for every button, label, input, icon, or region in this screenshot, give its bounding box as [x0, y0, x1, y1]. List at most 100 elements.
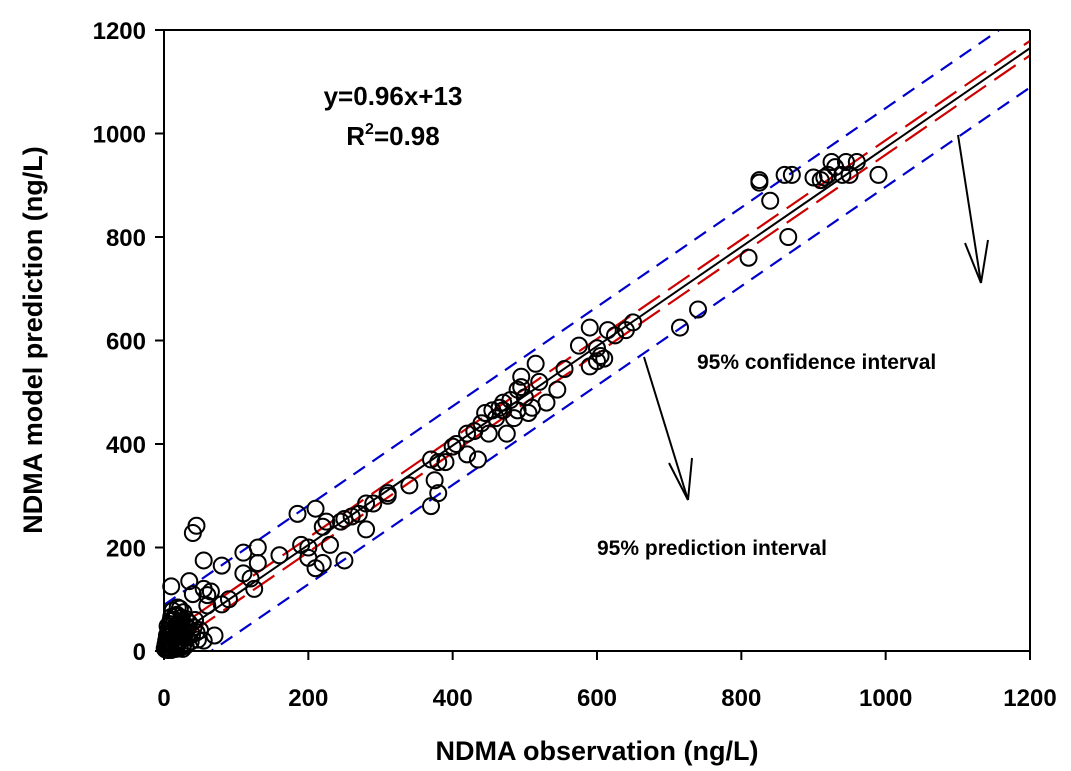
data-point	[162, 577, 181, 596]
y-axis-title: NDMA model prediction (ng/L)	[18, 146, 48, 533]
data-point	[624, 313, 643, 332]
data-point	[512, 367, 531, 386]
confidence-interval-label: 95% confidence interval	[697, 351, 936, 374]
data-point	[519, 403, 538, 422]
data-point	[458, 445, 477, 464]
data-point	[429, 484, 448, 503]
y-tick-label: 800	[106, 225, 146, 252]
data-point	[342, 507, 361, 526]
prediction-interval-label: 95% prediction interval	[597, 537, 827, 560]
data-point	[317, 512, 336, 531]
x-tick-label: 600	[577, 685, 617, 712]
data-point	[595, 349, 614, 368]
x-tick-label: 800	[721, 685, 761, 712]
data-point	[335, 551, 354, 570]
x-tick-label: 400	[433, 685, 473, 712]
data-point	[497, 424, 516, 443]
data-point	[526, 354, 545, 373]
data-point	[425, 471, 444, 490]
y-tick-label: 1200	[93, 18, 146, 45]
data-point	[836, 152, 855, 171]
data-point	[775, 165, 794, 184]
data-point	[270, 546, 289, 565]
data-point	[815, 168, 834, 187]
data-point	[782, 165, 801, 184]
data-point	[201, 582, 220, 601]
data-point	[248, 554, 267, 573]
data-point	[588, 352, 606, 371]
data-point	[750, 173, 769, 192]
y-tick-label: 200	[106, 536, 146, 563]
data-point	[468, 450, 487, 469]
data-point	[248, 538, 267, 557]
data-point	[212, 556, 231, 575]
data-point	[299, 538, 318, 557]
data-point	[194, 631, 213, 650]
data-point	[537, 393, 556, 412]
data-point	[320, 535, 339, 554]
x-tick-label: 1200	[1003, 685, 1056, 712]
data-point	[670, 318, 689, 337]
data-point	[183, 585, 202, 604]
data-point	[591, 347, 610, 366]
data-point	[548, 380, 567, 399]
data-point	[241, 569, 260, 588]
data-point	[205, 626, 224, 645]
data-point	[761, 191, 780, 210]
data-point	[822, 152, 841, 171]
x-tick-label: 0	[157, 685, 170, 712]
data-point	[555, 359, 574, 378]
data-point	[378, 484, 397, 503]
data-point	[494, 393, 513, 412]
data-point	[833, 165, 852, 184]
data-point	[313, 554, 332, 573]
data-point	[512, 378, 531, 397]
data-point	[580, 318, 599, 337]
data-point	[869, 165, 888, 184]
prediction-lower-line	[209, 86, 1030, 651]
data-point	[400, 476, 419, 495]
confidence-arrow	[957, 134, 989, 284]
data-point	[187, 516, 206, 535]
data-point	[176, 636, 195, 655]
data-point	[779, 228, 798, 246]
prediction-arrow	[643, 356, 693, 501]
x-axis-title: NDMA observation (ng/L)	[436, 736, 759, 766]
data-point	[804, 168, 823, 187]
y-tick-label: 1000	[93, 122, 146, 149]
data-point	[447, 435, 466, 453]
data-point	[198, 586, 217, 605]
data-point	[180, 572, 199, 591]
data-point	[429, 453, 448, 472]
data-point	[219, 590, 238, 609]
data-point	[422, 450, 441, 469]
data-point	[357, 520, 376, 539]
x-tick-label: 1000	[859, 685, 912, 712]
data-point	[458, 424, 477, 443]
data-points	[155, 152, 888, 659]
data-point	[530, 372, 549, 391]
r-squared-prefix: R	[346, 121, 365, 151]
y-tick-label: 0	[133, 639, 146, 666]
data-point	[739, 248, 758, 267]
data-point	[364, 494, 383, 513]
data-point	[306, 499, 325, 518]
r-squared-value: =0.98	[374, 121, 440, 151]
data-point	[186, 610, 205, 629]
r-squared: R2=0.98	[346, 121, 439, 151]
data-point	[357, 494, 376, 513]
data-point	[198, 596, 217, 615]
data-point	[288, 504, 307, 523]
data-point	[443, 437, 462, 456]
y-tick-label: 400	[106, 432, 146, 459]
data-point	[569, 336, 588, 355]
data-point	[313, 517, 332, 536]
confidence-upper-line	[164, 39, 1030, 638]
data-point	[689, 300, 708, 319]
x-tick-label: 200	[288, 685, 328, 712]
data-point	[479, 424, 498, 443]
data-point	[168, 598, 187, 617]
y-tick-label: 600	[106, 329, 146, 356]
data-point	[436, 453, 455, 472]
